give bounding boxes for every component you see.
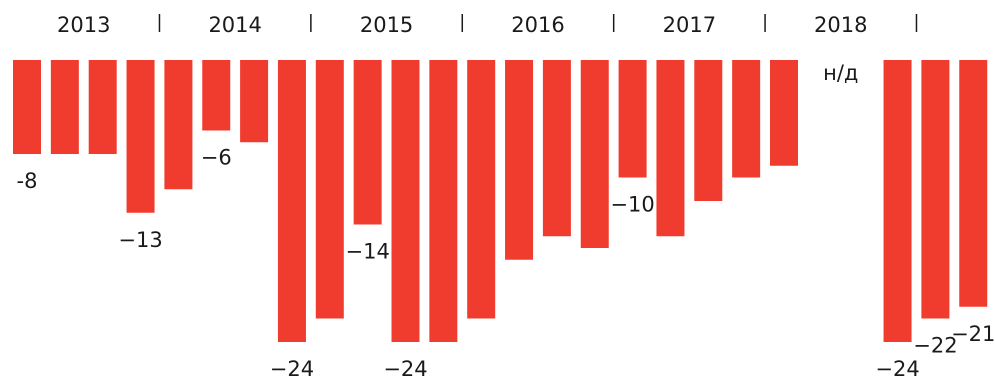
year-label: 2016 <box>511 13 564 37</box>
missing-label: н/д <box>823 61 858 85</box>
bar <box>770 60 798 166</box>
year-label: 2015 <box>360 13 413 37</box>
bar <box>732 60 761 178</box>
bar <box>126 60 155 213</box>
bar <box>315 60 344 319</box>
bar <box>353 60 382 225</box>
bar <box>694 60 723 201</box>
bar <box>580 60 609 248</box>
bar <box>202 60 231 131</box>
value-label: −6 <box>201 146 232 170</box>
bar <box>618 60 647 178</box>
value-label: −24 <box>383 357 427 381</box>
bar <box>277 60 306 342</box>
value-label: −22 <box>913 334 957 358</box>
bar <box>240 60 269 143</box>
value-label: −13 <box>118 228 162 252</box>
bar <box>542 60 571 237</box>
bar <box>921 60 950 319</box>
value-label: −10 <box>610 193 654 217</box>
value-label: −14 <box>345 240 389 264</box>
value-label: -8 <box>17 169 38 193</box>
bar <box>959 60 988 307</box>
bar <box>164 60 193 190</box>
value-label: −24 <box>270 357 314 381</box>
year-label: 2013 <box>57 13 110 37</box>
bar <box>391 60 420 342</box>
year-label: 2014 <box>208 13 261 37</box>
bar <box>505 60 534 260</box>
year-label: 2017 <box>663 13 716 37</box>
value-label: −21 <box>951 322 995 346</box>
bar <box>656 60 685 237</box>
bar <box>883 60 912 342</box>
bar <box>429 60 458 342</box>
year-label: 2018 <box>814 13 867 37</box>
bar <box>13 60 41 154</box>
value-label: −24 <box>875 357 919 381</box>
bar <box>50 60 79 154</box>
bar <box>88 60 117 154</box>
bar <box>467 60 496 319</box>
